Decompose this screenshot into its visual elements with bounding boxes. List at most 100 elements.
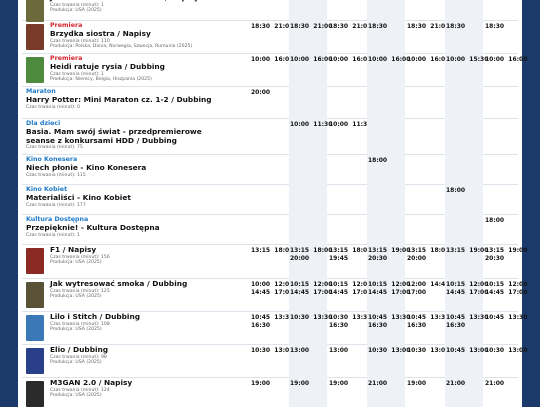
- showtime-link[interactable]: 13:00: [329, 347, 349, 354]
- showtime-link[interactable]: 10:45 13:30: [368, 314, 411, 321]
- showtime-link[interactable]: 10:15 12:00: [290, 281, 333, 288]
- showtime-link[interactable]: 14:45 17:00: [251, 288, 294, 296]
- showtime-link[interactable]: 20:00: [251, 89, 271, 96]
- showtime-link[interactable]: 18:00: [368, 157, 388, 164]
- movie-title-link[interactable]: Heidi ratuje rysia / Dubbing: [50, 62, 165, 71]
- showtime-link[interactable]: 16:30: [368, 321, 388, 329]
- showtime-link[interactable]: 16:30: [329, 321, 349, 329]
- showtime-link[interactable]: 18:30 21:00: [251, 23, 294, 30]
- showtime-link[interactable]: 19:00: [290, 380, 310, 387]
- showtime-link[interactable]: 20:00: [290, 254, 310, 262]
- movie-poster[interactable]: [26, 248, 44, 274]
- movie-poster[interactable]: [26, 315, 44, 341]
- movie-title-link[interactable]: M3GAN 2.0 / Napisy: [50, 378, 133, 387]
- showtime-link[interactable]: 18:30 21:00: [329, 23, 372, 30]
- showtime-link[interactable]: 10:15 12:00: [368, 281, 411, 288]
- showtime-link[interactable]: 10:00 16:00: [368, 56, 411, 63]
- showtime-list: 18:30 21:00: [251, 23, 293, 31]
- movie-title-link[interactable]: Lilo i Stitch / Dubbing: [50, 312, 141, 321]
- movie-poster[interactable]: [26, 57, 44, 83]
- showtime-link[interactable]: 10:00 16:00: [251, 56, 294, 63]
- movie-title-link[interactable]: Basia. Mam swój świat - przedpremierowe …: [26, 127, 202, 145]
- movie-title-link[interactable]: Przepięknie! - Kultura Dostępna: [26, 223, 160, 232]
- showtime-link[interactable]: 10:00 16:00: [290, 56, 333, 63]
- showtime-link[interactable]: 10:00 11:30: [290, 121, 333, 128]
- showtime-link[interactable]: 17:00: [407, 288, 427, 296]
- showtime-link[interactable]: 21:00: [446, 380, 466, 387]
- showtime-link[interactable]: 19:00: [329, 380, 349, 387]
- showtime-link[interactable]: 18:00: [446, 187, 466, 194]
- showtime-link[interactable]: 19:00: [251, 380, 271, 387]
- showtime-link[interactable]: 12:00 14:45: [407, 281, 450, 288]
- movie-meta: Czas trwania (minut): 1: [50, 71, 104, 77]
- movie-poster[interactable]: [26, 282, 44, 308]
- showtime-link[interactable]: 21:00: [485, 380, 505, 387]
- movie-title-link[interactable]: F1 / Napisy: [50, 245, 97, 254]
- showtime-link[interactable]: 18:30 21:00: [407, 23, 450, 30]
- showtime-link[interactable]: 10:45 13:00: [446, 347, 489, 354]
- showtime-link[interactable]: 19:45: [329, 254, 349, 262]
- showtime-link[interactable]: 20:30: [368, 254, 388, 262]
- movie-title-link[interactable]: Materialiści - Kino Kobiet: [26, 193, 131, 202]
- showtime-cell: [406, 86, 444, 118]
- movie-poster[interactable]: [26, 24, 44, 50]
- showtime-link[interactable]: 20:30: [485, 254, 505, 262]
- showtime-link[interactable]: 10:00 12:00: [251, 281, 294, 288]
- showtime-link[interactable]: 10:15 12:00: [329, 281, 372, 288]
- showtime-link[interactable]: 19:00: [407, 380, 427, 387]
- showtime-link[interactable]: 14:45 17:00: [446, 288, 489, 296]
- showtime-link[interactable]: 16:30: [446, 321, 466, 329]
- showtime-link[interactable]: 18:30: [446, 23, 466, 30]
- showtime-link[interactable]: 10:00 16:00: [485, 56, 528, 63]
- showtime-link[interactable]: 13:15 19:00: [446, 247, 489, 254]
- showtime-link[interactable]: 10:30 13:00: [407, 347, 450, 354]
- showtime-link[interactable]: 10:30 13:30: [290, 314, 333, 321]
- movie-poster[interactable]: [26, 0, 44, 22]
- showtime-link[interactable]: 10:45 13:30: [251, 314, 294, 321]
- showtime-link[interactable]: 14:45 17:00: [290, 288, 333, 296]
- showtime-link[interactable]: 16:30: [407, 321, 427, 329]
- showtime-link[interactable]: 10:00 16:00: [329, 56, 372, 63]
- showtime-link[interactable]: 13:15 18:00: [329, 247, 372, 254]
- movie-title-link[interactable]: Niech płonie - Kino Konesera: [26, 163, 147, 172]
- showtime-link[interactable]: 10:45 13:30: [485, 314, 528, 321]
- showtime-link[interactable]: 10:15 12:00: [446, 281, 489, 288]
- showtime-link[interactable]: 10:45 13:30: [407, 314, 450, 321]
- showtime-link[interactable]: 13:15 19:00: [485, 247, 528, 254]
- showtime-link[interactable]: 13:00: [290, 347, 310, 354]
- showtime-link[interactable]: 13:15 18:00: [290, 247, 333, 254]
- showtime-link[interactable]: 21:00: [368, 380, 388, 387]
- showtime-list: 10:00 16:00: [290, 56, 332, 64]
- movie-title-link[interactable]: Elio / Dubbing: [50, 345, 109, 354]
- movie-title-link[interactable]: Jurassic World: Odrodzenie / Napisy: [50, 0, 199, 3]
- showtime-link[interactable]: 18:30: [485, 23, 505, 30]
- showtime-link[interactable]: 20:00: [407, 254, 427, 262]
- showtime-link[interactable]: 10:00 16:00: [407, 56, 450, 63]
- showtime-link[interactable]: 10:30 13:00: [251, 347, 294, 354]
- showtime-link[interactable]: 16:30: [251, 321, 271, 329]
- showtime-link[interactable]: 14:45 17:00: [485, 288, 528, 296]
- showtime-link[interactable]: 13:15 19:00: [368, 247, 411, 254]
- showtime-link[interactable]: 14:45 17:00: [329, 288, 372, 296]
- showtime-cell: 20:00: [250, 86, 288, 118]
- movie-title-link[interactable]: Brzydka siostra / Napisy: [50, 29, 151, 38]
- showtime-link[interactable]: 10:30 13:00: [485, 347, 528, 354]
- showtime-link[interactable]: 10:45 13:30: [446, 314, 489, 321]
- showtime-link[interactable]: 10:00 15:30: [446, 56, 489, 63]
- showtime-link[interactable]: 13:15 18:00: [251, 247, 294, 254]
- showtime-link[interactable]: 18:30 21:00: [290, 23, 333, 30]
- showtime-link[interactable]: 10:00 11:30: [329, 121, 372, 128]
- showtime-link[interactable]: 10:30 13:00: [368, 347, 411, 354]
- movie-poster[interactable]: [26, 381, 44, 407]
- showtime-link[interactable]: 14:45 17:00: [368, 288, 411, 296]
- showtime-list: 19:00: [329, 380, 348, 388]
- showtime-link[interactable]: 10:30 13:30: [329, 314, 372, 321]
- showtime-list: 10:45 13:30 16:30: [251, 314, 293, 329]
- movie-title-link[interactable]: Jak wytresować smoka / Dubbing: [50, 279, 188, 288]
- showtime-link[interactable]: 18:00: [485, 217, 505, 224]
- showtime-link[interactable]: 10:15 12:00: [485, 281, 528, 288]
- movie-title-link[interactable]: Harry Potter: Mini Maraton cz. 1-2 / Dub…: [26, 95, 212, 104]
- movie-poster[interactable]: [26, 348, 44, 374]
- showtime-link[interactable]: 13:15 18:00: [407, 247, 450, 254]
- showtime-link[interactable]: 18:30: [368, 23, 388, 30]
